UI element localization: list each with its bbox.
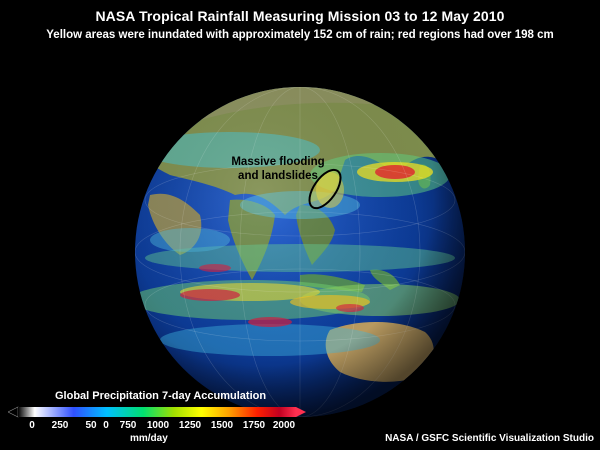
colorbar-gradient — [18, 407, 296, 417]
legend-title: Global Precipitation 7-day Accumulation — [55, 390, 267, 402]
annotation-line-2: and landslides — [238, 170, 318, 182]
legend-tick: 0 — [103, 420, 109, 431]
legend-tick: 50 — [85, 420, 97, 431]
legend-colorbar — [8, 406, 306, 418]
legend-tick: 1750 — [242, 420, 266, 431]
credit-text: NASA / GSFC Scientific Visualization Stu… — [385, 433, 594, 444]
legend-unit: mm/day — [130, 433, 168, 444]
legend-tick: 2000 — [272, 420, 296, 431]
globe-shading — [135, 87, 465, 417]
legend-tick: 250 — [51, 420, 69, 431]
legend-tick: 750 — [119, 420, 137, 431]
legend-tick: 1250 — [178, 420, 202, 431]
legend-tick: 0 — [29, 420, 35, 431]
legend-tick: 1500 — [210, 420, 234, 431]
annotation-line-1: Massive flooding — [231, 156, 325, 168]
flooding-annotation: Massive flooding and landslides — [218, 155, 338, 183]
map-subtitle: Yellow areas were inundated with approxi… — [46, 29, 554, 41]
map-title: NASA Tropical Rainfall Measuring Mission… — [95, 8, 505, 24]
colorbar-right-arrow — [296, 407, 306, 417]
flooding-region-marker — [308, 168, 342, 210]
legend-tick: 1000 — [146, 420, 170, 431]
colorbar-left-arrow — [8, 406, 19, 418]
